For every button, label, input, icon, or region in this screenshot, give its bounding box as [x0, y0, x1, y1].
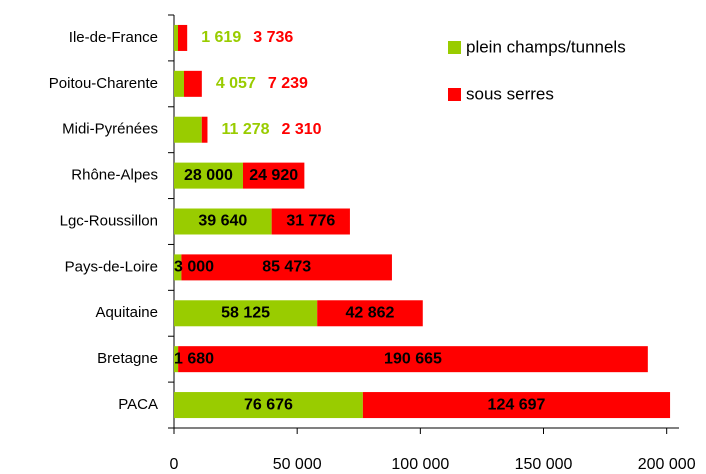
legend-label: sous serres [466, 84, 554, 103]
value-label: 85 473 [262, 259, 311, 276]
value-label: 3 736 [253, 29, 293, 46]
bar-segment [178, 346, 648, 373]
value-label: 1 680 [174, 350, 214, 367]
value-label: 11 278 [221, 121, 269, 138]
bar-segment [174, 392, 363, 419]
value-label: 2 310 [282, 121, 322, 138]
bar-segment [177, 24, 188, 51]
bar-segment [174, 116, 202, 143]
x-tick-label: 0 [170, 456, 179, 473]
value-label: 31 776 [286, 213, 335, 230]
bar-segment [271, 208, 350, 235]
bar-segment [183, 70, 202, 97]
bar-segment [201, 116, 208, 143]
value-label: 1 619 [201, 29, 241, 46]
bar-segment [242, 162, 305, 189]
legend-label: plein champs/tunnels [466, 37, 626, 56]
value-label: 124 697 [488, 396, 546, 413]
value-label: 7 239 [268, 75, 308, 92]
category-label: Pays-de-Loire [65, 258, 158, 275]
category-label: Midi-Pyrénées [62, 121, 158, 138]
category-label: PACA [118, 396, 158, 413]
x-tick-label: 200 000 [638, 456, 696, 473]
bar-segment [181, 254, 392, 281]
bar-segment [362, 392, 671, 419]
value-label: 4 057 [216, 75, 256, 92]
category-label: Poitou-Charente [49, 75, 158, 92]
legend-swatch [448, 41, 461, 54]
value-label: 3 000 [174, 259, 214, 276]
legend-swatch [448, 88, 461, 101]
value-label: 39 640 [198, 213, 247, 230]
x-tick-label: 50 000 [273, 456, 322, 473]
value-label: 190 665 [384, 350, 442, 367]
value-label: 42 862 [346, 304, 395, 321]
category-label: Rhône-Alpes [71, 167, 158, 184]
bar-segment [174, 254, 182, 281]
bar-segment [174, 346, 179, 373]
value-label: 76 676 [244, 396, 293, 413]
bar-segment [174, 300, 318, 327]
category-label: Ile-de-France [69, 29, 158, 46]
x-tick-label: 100 000 [391, 456, 449, 473]
category-label: Aquitaine [95, 304, 158, 321]
bar-segment [174, 70, 184, 97]
category-label: Lgc-Roussillon [60, 212, 158, 229]
value-label: 28 000 [184, 167, 233, 184]
bar-segment [174, 24, 178, 51]
value-label: 58 125 [221, 304, 270, 321]
bar-segment [174, 162, 243, 189]
x-tick-label: 150 000 [515, 456, 573, 473]
bar-segment [174, 208, 272, 235]
bar-segment [317, 300, 423, 327]
category-label: Bretagne [97, 350, 158, 367]
value-label: 24 920 [249, 167, 298, 184]
